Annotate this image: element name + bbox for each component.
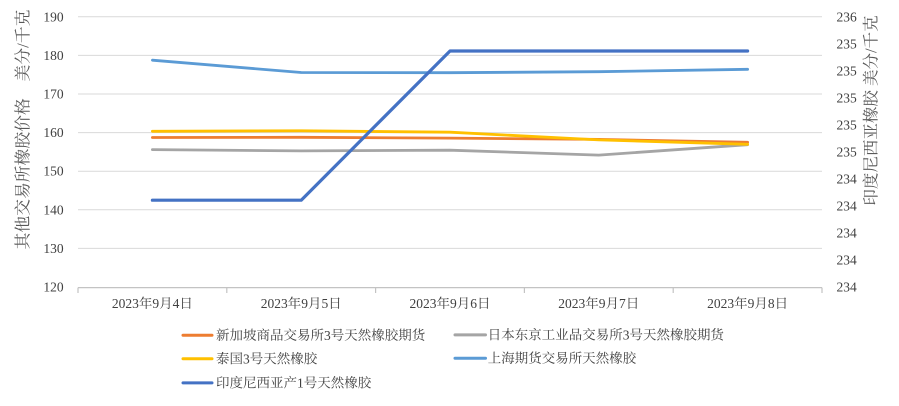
svg-text:8: 8	[768, 296, 775, 311]
svg-text:130: 130	[43, 241, 64, 256]
svg-text:9: 9	[152, 296, 159, 311]
svg-text:190: 190	[43, 9, 64, 24]
svg-text:2023: 2023	[707, 296, 734, 311]
svg-text:234: 234	[837, 280, 858, 295]
svg-text:9: 9	[599, 296, 606, 311]
svg-text:236: 236	[837, 9, 858, 24]
svg-text:150: 150	[43, 164, 64, 179]
svg-text:5: 5	[321, 296, 328, 311]
svg-text:235: 235	[837, 90, 858, 105]
svg-text:140: 140	[43, 202, 64, 217]
svg-text:235: 235	[837, 117, 858, 132]
svg-text:234: 234	[837, 198, 858, 213]
svg-text:9: 9	[748, 296, 755, 311]
svg-text:2023: 2023	[261, 296, 288, 311]
svg-text:120: 120	[43, 280, 64, 295]
svg-text:235: 235	[837, 36, 858, 51]
svg-text:7: 7	[619, 296, 626, 311]
svg-text:170: 170	[43, 87, 64, 102]
svg-text:1: 1	[297, 375, 304, 390]
svg-text:3: 3	[324, 328, 331, 343]
svg-text:/: /	[14, 43, 33, 48]
svg-text:180: 180	[43, 48, 64, 63]
svg-text:234: 234	[837, 225, 858, 240]
svg-text:/: /	[862, 48, 881, 53]
svg-text:235: 235	[837, 63, 858, 78]
svg-text:3: 3	[623, 327, 630, 342]
svg-text:2023: 2023	[112, 296, 139, 311]
svg-text:235: 235	[837, 144, 858, 159]
svg-text:6: 6	[470, 296, 477, 311]
svg-text:4: 4	[173, 296, 180, 311]
svg-text:9: 9	[450, 296, 457, 311]
svg-text:160: 160	[43, 125, 64, 140]
svg-text:3: 3	[243, 351, 250, 366]
svg-text:234: 234	[837, 171, 858, 186]
svg-text:9: 9	[301, 296, 308, 311]
svg-text:2023: 2023	[558, 296, 585, 311]
svg-text:2023: 2023	[410, 296, 437, 311]
svg-text:234: 234	[837, 253, 858, 268]
